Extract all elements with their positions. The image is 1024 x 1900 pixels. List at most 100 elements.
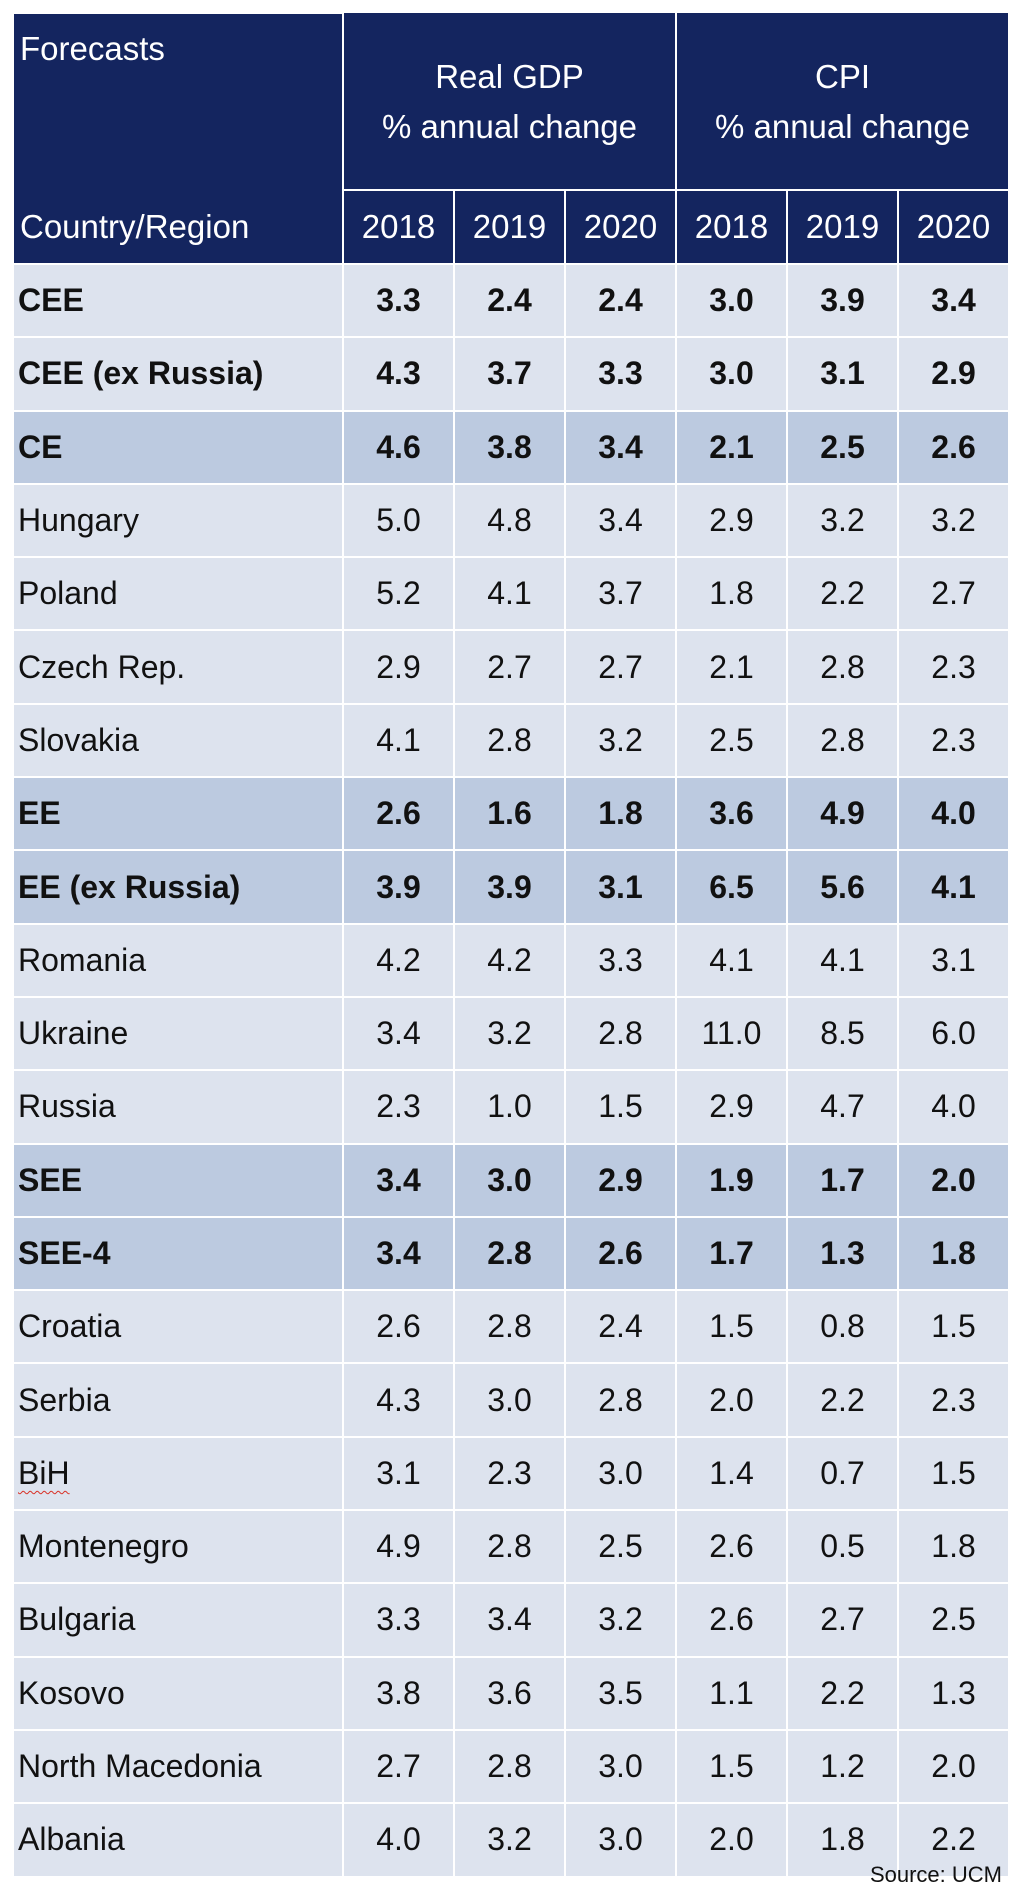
table-cell-value: 3.9 [453,849,566,925]
table-cell-value: 3.4 [564,482,677,559]
row-label: EE (ex Russia) [12,849,344,925]
table-row: SEE 3.4 3.0 2.9 1.9 1.7 2.0 [12,1142,1011,1218]
table-cell-value: 3.6 [675,776,788,852]
header-year: 2020 [564,189,677,265]
header-year: 2018 [342,189,455,265]
table-cell-value: 2.6 [342,776,455,852]
table-cell-value: 2.6 [896,409,1011,485]
table-cell-value: 1.0 [453,1069,566,1145]
table-cell-value: 1.9 [675,1142,788,1218]
row-label: SEE-4 [12,1215,344,1292]
row-label-text: Poland [18,575,118,612]
table-cell-value: 3.4 [342,1215,455,1292]
table-row: Czech Rep. 2.9 2.7 2.7 2.1 2.8 2.3 [12,629,1011,705]
table-cell-value: 3.8 [453,409,566,485]
table-cell-value: 2.8 [564,1362,677,1438]
table-cell-value: 2.8 [564,995,677,1072]
header-forecasts: Forecasts [12,12,344,102]
table-cell-value: 11.0 [675,995,788,1072]
forecast-table: Forecasts Real GDP CPI % annual change %… [12,12,1011,1878]
table-cell-value: 5.2 [342,556,455,632]
table-cell-value: 2.4 [453,262,566,339]
table-row: Ukraine 3.4 3.2 2.8 11.0 8.5 6.0 [12,995,1011,1072]
header-country-region: Country/Region [12,190,344,265]
table-cell-value: 0.7 [786,1435,899,1512]
table-cell-value: 2.5 [786,409,899,485]
table-row: Albania 4.0 3.2 3.0 2.0 1.8 2.2 [12,1802,1011,1878]
table-cell-value: 3.0 [564,1728,677,1805]
table-cell-value: 2.1 [675,629,788,705]
table-cell-value: 3.3 [342,262,455,339]
row-label-text: Albania [18,1821,125,1858]
row-label-text: Croatia [18,1308,122,1345]
table-cell-value: 4.6 [342,409,455,485]
header-blank [12,102,344,190]
table-cell-value: 3.1 [896,922,1011,998]
table-cell-value: 3.0 [564,1435,677,1512]
table-cell-value: 2.8 [453,1289,566,1365]
row-label: Ukraine [12,995,344,1072]
table-cell-value: 1.1 [675,1655,788,1731]
table-row: Bulgaria 3.3 3.4 3.2 2.6 2.7 2.5 [12,1582,1011,1658]
table-cell-value: 3.6 [453,1655,566,1731]
table-cell-value: 4.1 [675,922,788,998]
header-year: 2019 [453,189,566,265]
table-cell-value: 3.0 [675,336,788,412]
row-label-text: EE [18,795,61,832]
table-cell-value: 4.0 [896,1069,1011,1145]
table-cell-value: 1.4 [675,1435,788,1512]
table-row: SEE-4 3.4 2.8 2.6 1.7 1.3 1.8 [12,1215,1011,1292]
table-cell-value: 2.9 [896,336,1011,412]
table-cell-value: 2.8 [453,1215,566,1292]
row-label: Slovakia [12,702,344,779]
table-cell-value: 2.3 [896,629,1011,705]
table-cell-value: 3.0 [564,1802,677,1878]
table-cell-value: 4.7 [786,1069,899,1145]
table-cell-value: 4.2 [453,922,566,998]
table-row: CEE (ex Russia) 4.3 3.7 3.3 3.0 3.1 2.9 [12,336,1011,412]
table-cell-value: 2.0 [896,1142,1011,1218]
table-cell-value: 2.8 [786,702,899,779]
table-cell-value: 1.3 [786,1215,899,1292]
table-cell-value: 3.2 [564,1582,677,1658]
row-label: Hungary [12,482,344,559]
table-cell-value: 3.3 [342,1582,455,1658]
table-cell-value: 3.4 [896,262,1011,339]
table-cell-value: 3.3 [564,922,677,998]
header-year: 2018 [675,189,788,265]
header-year: 2020 [896,189,1011,265]
table-cell-value: 3.2 [453,1802,566,1878]
table-cell-value: 1.6 [453,776,566,852]
row-label-text: CE [18,428,63,465]
table-cell-value: 2.3 [342,1069,455,1145]
header-group-subtitle: % annual change [342,102,677,190]
row-label-text: EE (ex Russia) [18,868,241,905]
table-cell-value: 1.8 [564,776,677,852]
table-cell-value: 3.0 [453,1142,566,1218]
row-label-text: Bulgaria [18,1601,136,1638]
header-year: 2019 [786,189,899,265]
table-cell-value: 3.0 [453,1362,566,1438]
table-cell-value: 2.4 [564,1289,677,1365]
row-label: Russia [12,1069,344,1145]
row-label: Kosovo [12,1655,344,1731]
table-row: CEE 3.3 2.4 2.4 3.0 3.9 3.4 [12,262,1011,339]
table-cell-value: 2.7 [896,556,1011,632]
table-cell-value: 2.0 [675,1362,788,1438]
table-cell-value: 3.9 [786,262,899,339]
table-cell-value: 3.3 [564,336,677,412]
table-cell-value: 4.0 [342,1802,455,1878]
table-cell-value: 4.9 [786,776,899,852]
table-row: Croatia 2.6 2.8 2.4 1.5 0.8 1.5 [12,1289,1011,1365]
table-cell-value: 2.9 [342,629,455,705]
row-label-text: North Macedonia [18,1748,262,1785]
table-cell-value: 4.3 [342,336,455,412]
table-cell-value: 2.0 [675,1802,788,1878]
table-cell-value: 2.7 [342,1728,455,1805]
table-cell-value: 2.8 [453,1728,566,1805]
header-group-subtitle: % annual change [674,102,1011,190]
row-label: CE [12,409,344,485]
table-cell-value: 4.1 [453,556,566,632]
table-cell-value: 2.4 [564,262,677,339]
